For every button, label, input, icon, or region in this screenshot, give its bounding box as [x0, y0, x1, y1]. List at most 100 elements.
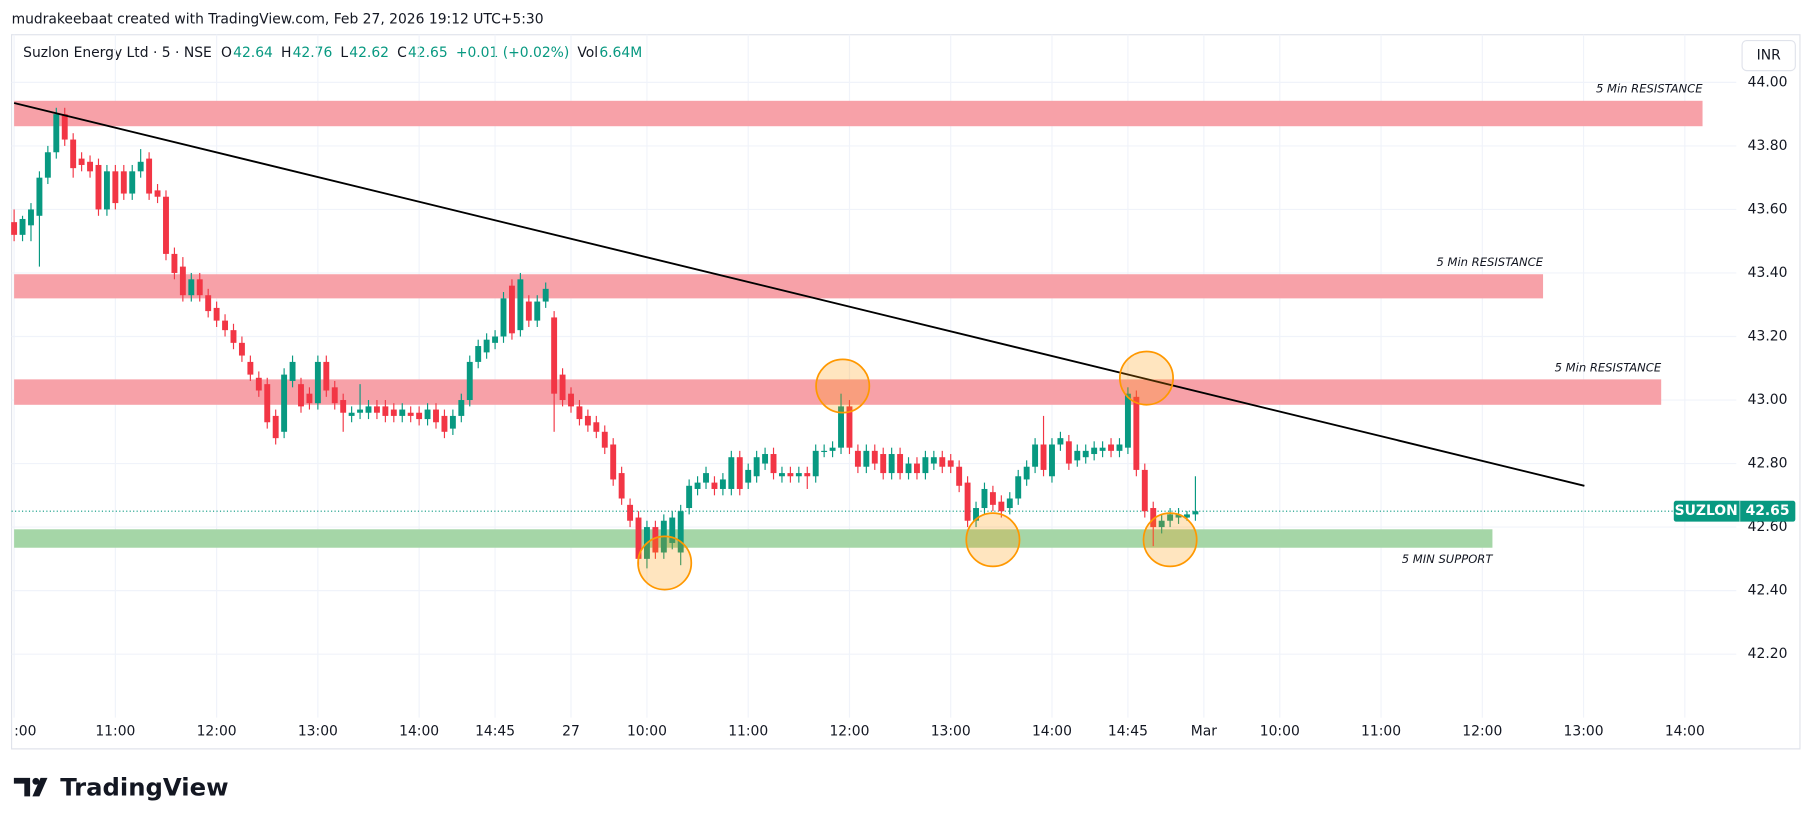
candle-body	[399, 409, 406, 416]
candle-body	[652, 527, 659, 553]
x-tick-label: 12:00	[829, 724, 869, 740]
candle-body	[1124, 393, 1131, 448]
candle-body	[112, 171, 119, 204]
candle-body	[272, 415, 279, 439]
candle-body	[424, 409, 431, 420]
y-tick-label: 43.80	[1748, 138, 1788, 154]
candle-body	[1133, 396, 1140, 470]
candle-body	[87, 161, 94, 172]
x-tick-label: 14:45	[1108, 724, 1148, 740]
candle-body	[610, 444, 617, 480]
y-tick-label: 42.20	[1748, 646, 1788, 662]
candle-body	[568, 393, 574, 407]
last-price-value: 42.65	[1746, 503, 1790, 519]
candle-body	[11, 222, 18, 235]
candle-body	[517, 279, 524, 331]
candle-body	[390, 409, 397, 416]
candle-body	[163, 196, 169, 254]
candle-body	[1057, 438, 1064, 445]
attribution: mudrakeebaat created with TradingView.co…	[12, 12, 544, 28]
x-tick-label: 27	[562, 724, 580, 740]
candle-body	[146, 158, 153, 194]
candle-body	[53, 114, 60, 153]
y-tick-label: 43.60	[1748, 201, 1788, 217]
candle-body	[1108, 444, 1114, 451]
candle-body	[508, 285, 515, 334]
legend-vol: 6.64M	[599, 45, 642, 61]
candle-body	[129, 171, 136, 194]
x-tick-label: 14:00	[399, 724, 439, 740]
legend-h: 42.76	[293, 45, 333, 61]
x-tick-label: 13:00	[1564, 724, 1604, 740]
candle-body	[323, 361, 330, 391]
candle-body	[492, 336, 499, 343]
candle-body	[196, 279, 203, 296]
candle-body	[247, 361, 254, 375]
candle-body	[930, 457, 937, 464]
y-tick-label: 43.00	[1748, 392, 1788, 408]
x-tick-label: 11:00	[728, 724, 768, 740]
candle-body	[711, 482, 718, 489]
candle-body	[914, 463, 920, 474]
candle-body	[812, 450, 819, 477]
candle-body	[36, 177, 43, 216]
candle-body	[1015, 476, 1022, 499]
highlight-circle	[965, 512, 1021, 568]
candle-body	[525, 301, 532, 321]
candle-body	[1150, 508, 1157, 528]
candle-body	[559, 374, 566, 401]
logo-mark	[13, 777, 48, 797]
candle-body	[483, 339, 490, 353]
candle-body	[1082, 450, 1089, 458]
legend-h-label: H	[281, 45, 291, 61]
candle-body	[205, 295, 212, 312]
candle-body	[281, 374, 288, 432]
candle-body	[1192, 511, 1199, 515]
candle-body	[120, 171, 127, 194]
candle-body	[795, 473, 802, 477]
candle-body	[137, 161, 144, 172]
candle-body	[669, 517, 676, 543]
x-tick-label: 10:00	[627, 724, 667, 740]
candle-body	[28, 209, 34, 226]
candle-body	[770, 454, 777, 474]
candle-body	[854, 450, 861, 467]
candle-body	[340, 400, 347, 413]
candle-body	[973, 508, 979, 521]
legend-bar: Suzlon Energy Ltd · 5 · NSE O 42.64 H 42.76 L…	[23, 45, 642, 61]
candle-body	[981, 488, 988, 509]
candle-body	[838, 406, 844, 448]
y-tick-label: 43.40	[1748, 265, 1788, 281]
candle-body	[348, 412, 355, 416]
x-tick-label: 10:00	[1260, 724, 1300, 740]
candle-body	[1175, 514, 1182, 518]
candle-body	[1023, 466, 1030, 480]
candle-body	[314, 361, 321, 404]
candle-body	[255, 377, 262, 391]
last-price-name: SUZLON	[1675, 503, 1738, 519]
candle-body	[230, 330, 237, 343]
candle-body	[677, 511, 684, 553]
candle-body	[753, 457, 760, 477]
candle-body	[736, 457, 743, 489]
candle-body	[365, 406, 372, 413]
highlight-circle	[815, 358, 871, 414]
candle-body	[416, 412, 423, 420]
currency: INR	[1757, 48, 1781, 64]
candle-body	[618, 473, 625, 499]
legend-o-label: O	[221, 45, 232, 61]
candle-body	[745, 469, 752, 483]
candle-body	[188, 279, 195, 296]
candle-body	[331, 387, 338, 404]
grid	[11, 34, 1737, 718]
candle-body	[947, 460, 954, 467]
x-tick-label: :00	[14, 724, 36, 740]
y-tick-label: 44.00	[1748, 74, 1788, 90]
candle-body	[964, 482, 971, 521]
legend-c: 42.65	[408, 45, 448, 61]
candle-body	[44, 152, 51, 178]
legend-l-label: L	[340, 45, 348, 61]
zone-label: 5 Min RESISTANCE	[1555, 360, 1662, 374]
